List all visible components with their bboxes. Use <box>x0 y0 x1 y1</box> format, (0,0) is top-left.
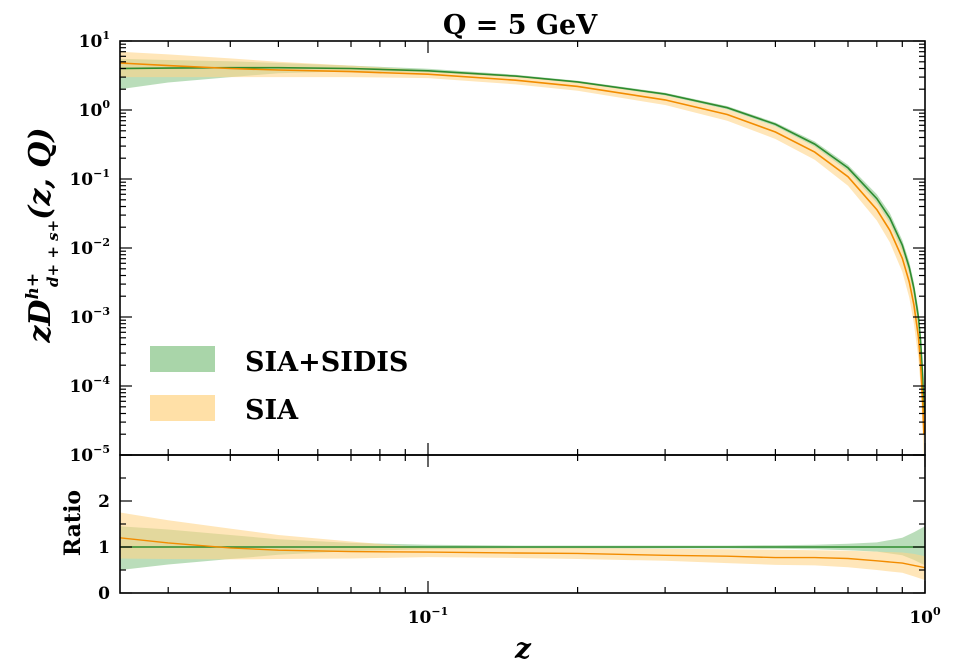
ratio-y-tick-label: 1 <box>98 538 110 558</box>
y-tick-label: 100 <box>79 98 111 121</box>
ratio-y-tick-label: 0 <box>98 584 110 604</box>
y-tick-label: 10−3 <box>69 305 110 328</box>
band-sia <box>120 51 924 462</box>
ratio-y-tick-label: 2 <box>98 492 110 512</box>
ratio-panel-frame <box>119 454 926 594</box>
band-sia-plus-sidis <box>120 58 924 435</box>
y-tick-label: 10−2 <box>69 236 110 259</box>
svg-text:zDh+d+ + s+(z, Q): zDh+d+ + s+(z, Q) <box>23 127 62 343</box>
legend-label-sia: SIA <box>245 395 299 426</box>
ratio-y-axis-label: Ratio <box>60 490 86 556</box>
x-tick-label: 10−1 <box>408 605 449 628</box>
ratio-panel-ticks: 10−1 100 0 1 2 <box>98 443 941 628</box>
y-tick-label: 10−5 <box>69 443 110 466</box>
main-panel-ticks: 101 100 10−1 10−2 10−3 10−4 10−5 <box>69 29 926 466</box>
chart-title: Q = 5 GeV <box>443 10 598 41</box>
y-axis-label: zDh+d+ + s+(z, Q) <box>23 127 62 343</box>
y-tick-label: 101 <box>79 29 110 52</box>
legend-label-sia-sidis: SIA+SIDIS <box>245 347 408 378</box>
x-axis-label: z <box>514 632 532 665</box>
line-sia-plus-sidis <box>119 66 925 414</box>
legend-swatch-sia-sidis <box>150 346 215 372</box>
x-tick-label: 100 <box>909 605 941 628</box>
legend: SIA+SIDIS SIA <box>150 346 408 426</box>
main-panel-lines <box>119 62 925 435</box>
line-sia <box>119 62 925 435</box>
y-tick-label: 10−1 <box>69 167 110 190</box>
legend-swatch-sia <box>150 395 215 421</box>
y-tick-label: 10−4 <box>69 374 110 397</box>
ratio-panel-lines <box>119 537 926 569</box>
main-panel-bands <box>120 51 924 462</box>
main-panel-frame <box>119 40 926 456</box>
ratio-line-sia <box>119 537 926 569</box>
